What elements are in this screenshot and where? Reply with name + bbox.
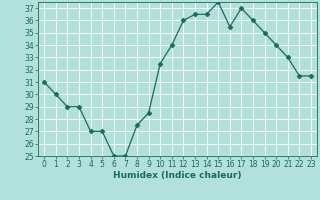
X-axis label: Humidex (Indice chaleur): Humidex (Indice chaleur) bbox=[113, 171, 242, 180]
